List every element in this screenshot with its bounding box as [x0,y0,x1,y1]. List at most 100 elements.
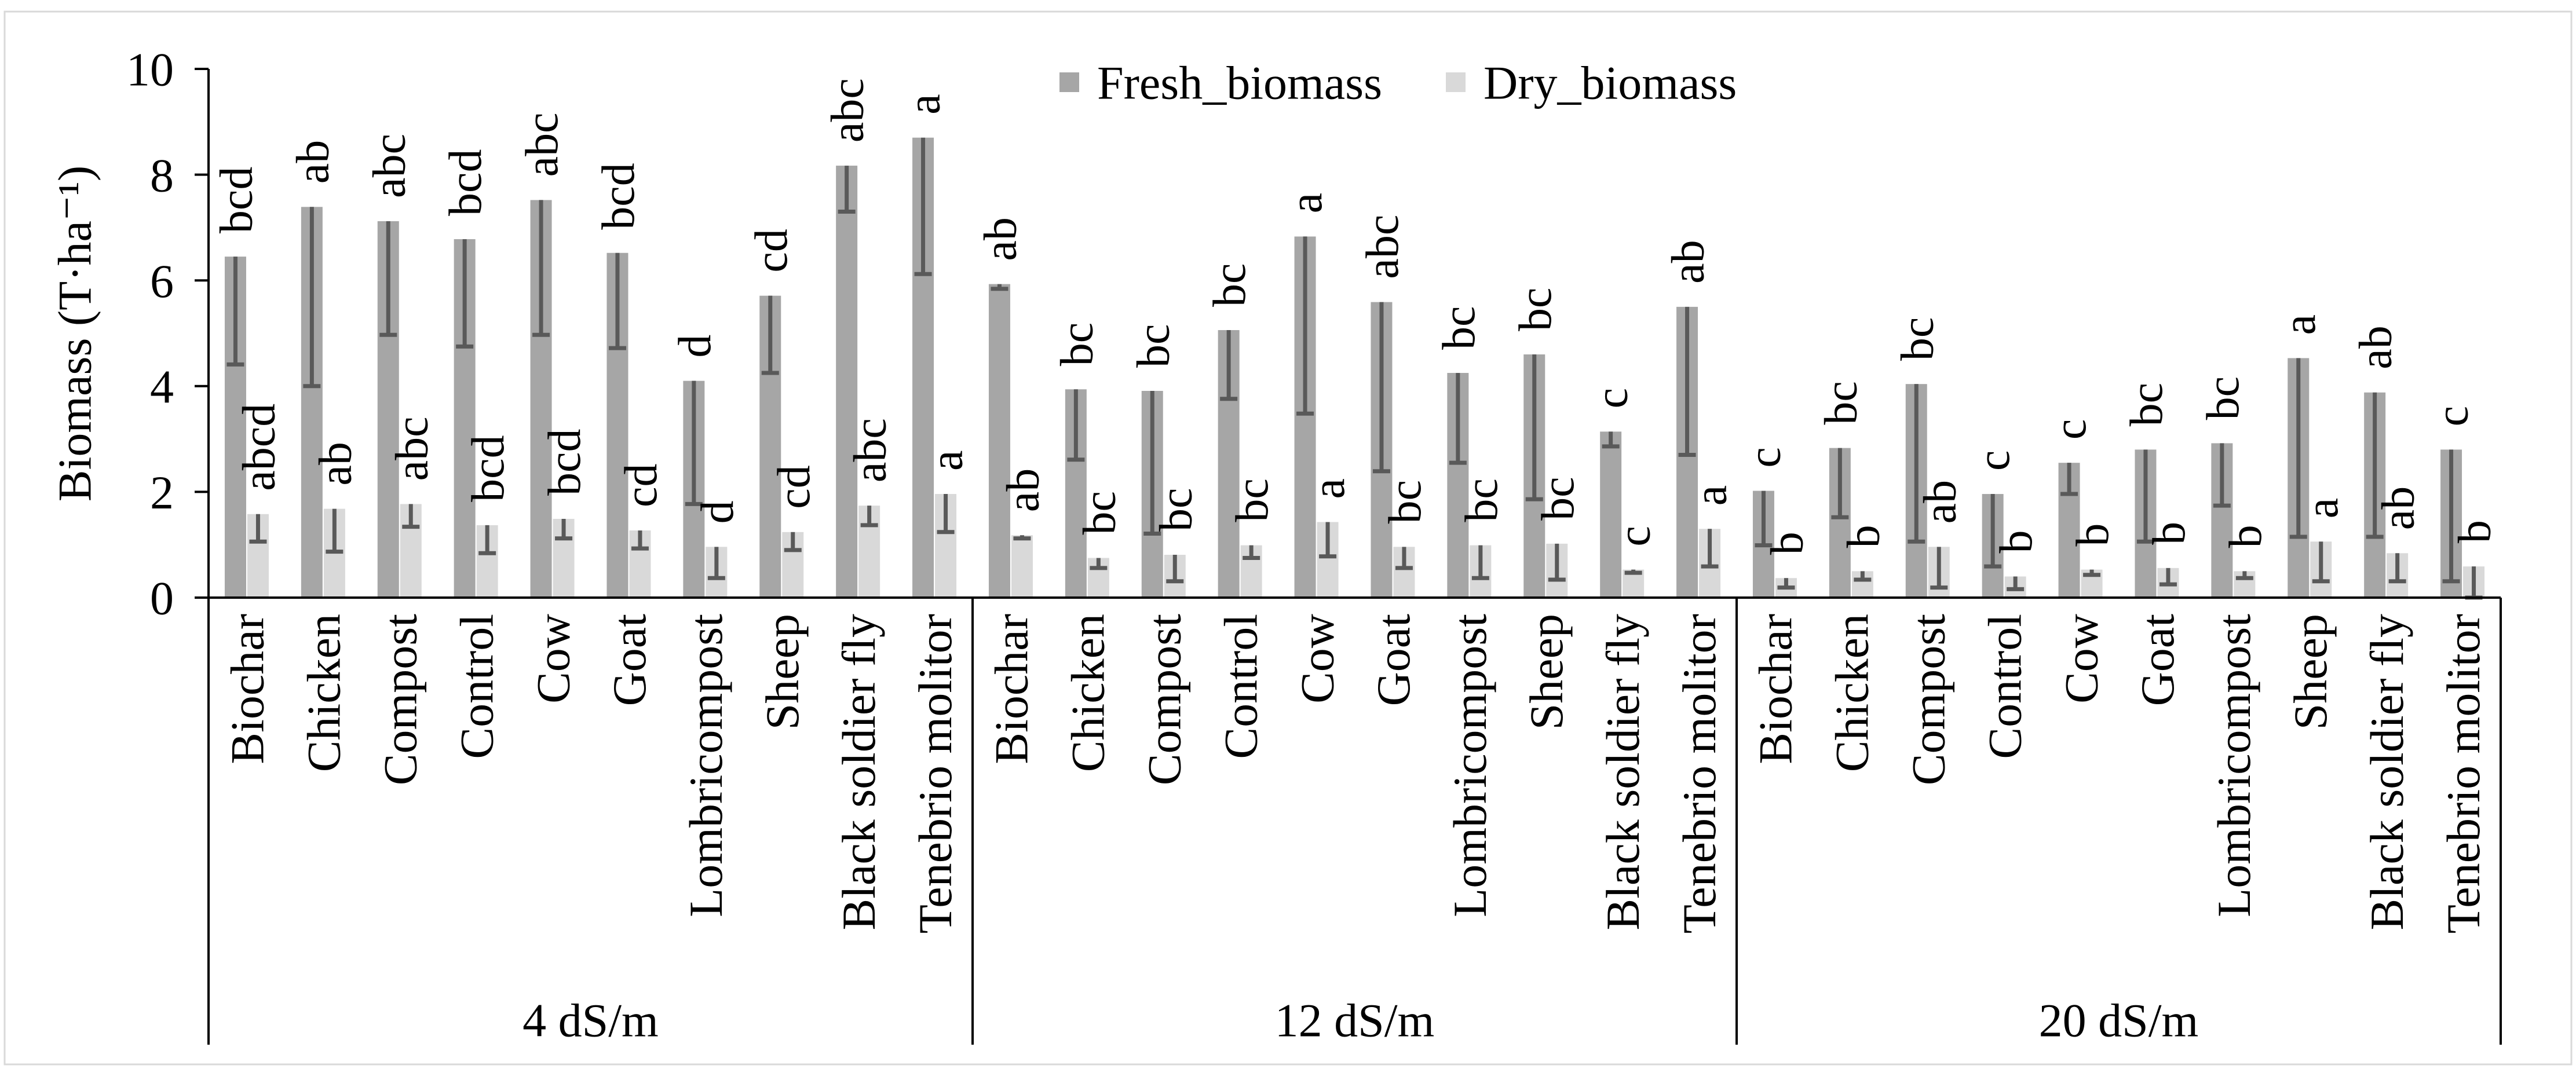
fresh-biomass-bar [988,284,1010,598]
y-axis-title: Biomass (T·ha⁻¹) [49,166,101,501]
fresh-biomass-significance-label: c [1739,447,1790,468]
category-label: Cow [527,614,579,704]
dry-biomass-significance-label: ab [310,442,361,486]
fresh-biomass-significance-label: bc [1204,263,1255,307]
y-tick-label: 0 [150,572,174,625]
dry-biomass-significance-label: bc [1380,480,1431,524]
dry-biomass-significance-label: cd [616,464,667,508]
category-label: Biochar [1749,614,1802,764]
group-label: 4 dS/m [522,994,659,1047]
fresh-biomass-significance-label: c [2045,419,2096,440]
fresh-biomass-significance-label: c [2427,406,2478,427]
fresh-biomass-significance-label: ab [975,217,1026,261]
fresh-biomass-significance-label: ab [1663,240,1714,284]
category-label: Lombricompost [1444,614,1496,917]
fresh-biomass-significance-label: c [1968,451,2019,471]
fresh-biomass-significance-label: bc [1892,317,1943,361]
category-label: Goat [603,614,656,706]
dry-biomass-significance-label: d [692,500,743,523]
dry-biomass-significance-label: b [2144,522,2195,545]
category-label: Sheep [2284,614,2337,730]
dry-biomass-significance-label: b [2220,525,2271,548]
group-label: 20 dS/m [2039,994,2199,1047]
category-label: Compost [374,614,426,785]
dry-biomass-significance-label: b [1762,532,1813,555]
fresh-biomass-significance-label: cd [746,229,797,273]
dry-biomass-significance-label: a [2297,498,2348,519]
fresh-biomass-significance-label: ab [287,140,338,184]
dry-biomass-significance-label: b [1991,530,2042,553]
dry-biomass-significance-label: c [1609,526,1660,547]
category-label: Black soldier fly [1596,614,1649,931]
chart-marks: BiocharbcdabcdChickenababCompostabcabcCo… [211,78,2500,933]
fresh-biomass-significance-label: abc [364,134,415,198]
category-label: Control [1978,614,2031,759]
fresh-biomass-significance-label: bc [2198,376,2249,420]
fresh-biomass-significance-label: bcd [211,167,262,234]
fresh-biomass-significance-label: abc [517,112,568,177]
dry-biomass-significance-label: abc [386,416,437,481]
legend: Fresh_biomass Dry_biomass [1059,57,1737,109]
fresh-biomass-significance-label: a [899,94,950,115]
fresh-biomass-significance-label: abc [1357,215,1408,279]
dry-biomass-significance-label: bc [1150,488,1201,532]
dry-biomass-significance-label: bcd [463,435,514,502]
category-label: Sheep [756,614,809,730]
fresh-biomass-significance-label: bcd [593,163,644,230]
dry-biomass-significance-label: bcd [539,429,590,496]
fresh-biomass-significance-label: abc [823,78,874,142]
dry-biomass-significance-label: bc [1533,477,1584,521]
category-label: Tenebrio molitor [909,614,962,933]
category-label: Compost [1902,614,1954,785]
legend-swatch-dry-biomass [1446,72,1466,92]
dry-biomass-significance-label: ab [1914,480,1965,524]
dry-biomass-significance-label: cd [769,465,820,509]
category-label: Black soldier fly [832,614,885,931]
category-label: Control [1214,614,1267,759]
fresh-biomass-significance-label: c [1587,388,1638,409]
fresh-biomass-significance-label: d [670,335,721,358]
y-tick-label: 4 [150,361,174,413]
y-tick-label: 8 [150,149,174,202]
category-label: Tenebrio molitor [1673,614,1726,933]
category-label: Goat [2131,614,2184,706]
fresh-biomass-significance-label: bc [1128,324,1179,368]
legend-label-fresh-biomass: Fresh_biomass [1097,57,1382,109]
dry-biomass-bar [1011,535,1033,598]
dry-biomass-significance-label: a [1303,478,1354,499]
category-label: Black soldier fly [2361,614,2413,931]
y-tick-label: 6 [150,255,174,307]
dry-biomass-significance-label: ab [2373,486,2424,530]
category-label: Lombricompost [679,614,732,917]
fresh-biomass-significance-label: bc [2121,383,2172,427]
category-label: Biochar [221,614,274,764]
group-label: 12 dS/m [1275,994,1435,1047]
category-label: Compost [1138,614,1190,785]
fresh-biomass-bar [1600,431,1622,598]
dry-biomass-significance-label: bc [1456,478,1507,522]
category-label: Chicken [1826,614,1879,772]
fresh-biomass-significance-label: bcd [440,149,491,216]
category-label: Chicken [1062,614,1115,772]
category-label: Control [450,614,503,759]
dry-biomass-significance-label: abc [845,418,896,482]
dry-biomass-significance-label: abcd [233,404,284,491]
legend-label-dry-biomass: Dry_biomass [1484,57,1737,109]
dry-biomass-significance-label: bc [1074,491,1125,535]
fresh-biomass-significance-label: bc [1051,323,1102,367]
category-label: Sheep [1520,614,1573,730]
fresh-biomass-significance-label: a [2274,314,2325,335]
category-label: Biochar [985,614,1038,764]
fresh-biomass-significance-label: a [1281,193,1332,214]
fresh-biomass-significance-label: bc [1815,381,1866,425]
category-label: Cow [2055,614,2107,704]
dry-biomass-significance-label: a [1686,485,1737,506]
dry-biomass-significance-label: b [2450,520,2501,543]
category-label: Lombricompost [2208,614,2260,917]
dry-biomass-significance-label: b [2067,523,2118,547]
fresh-biomass-significance-label: bc [1434,306,1485,350]
category-label: Chicken [298,614,350,772]
fresh-biomass-significance-label: ab [2351,325,2402,369]
dry-biomass-significance-label: a [922,451,973,471]
